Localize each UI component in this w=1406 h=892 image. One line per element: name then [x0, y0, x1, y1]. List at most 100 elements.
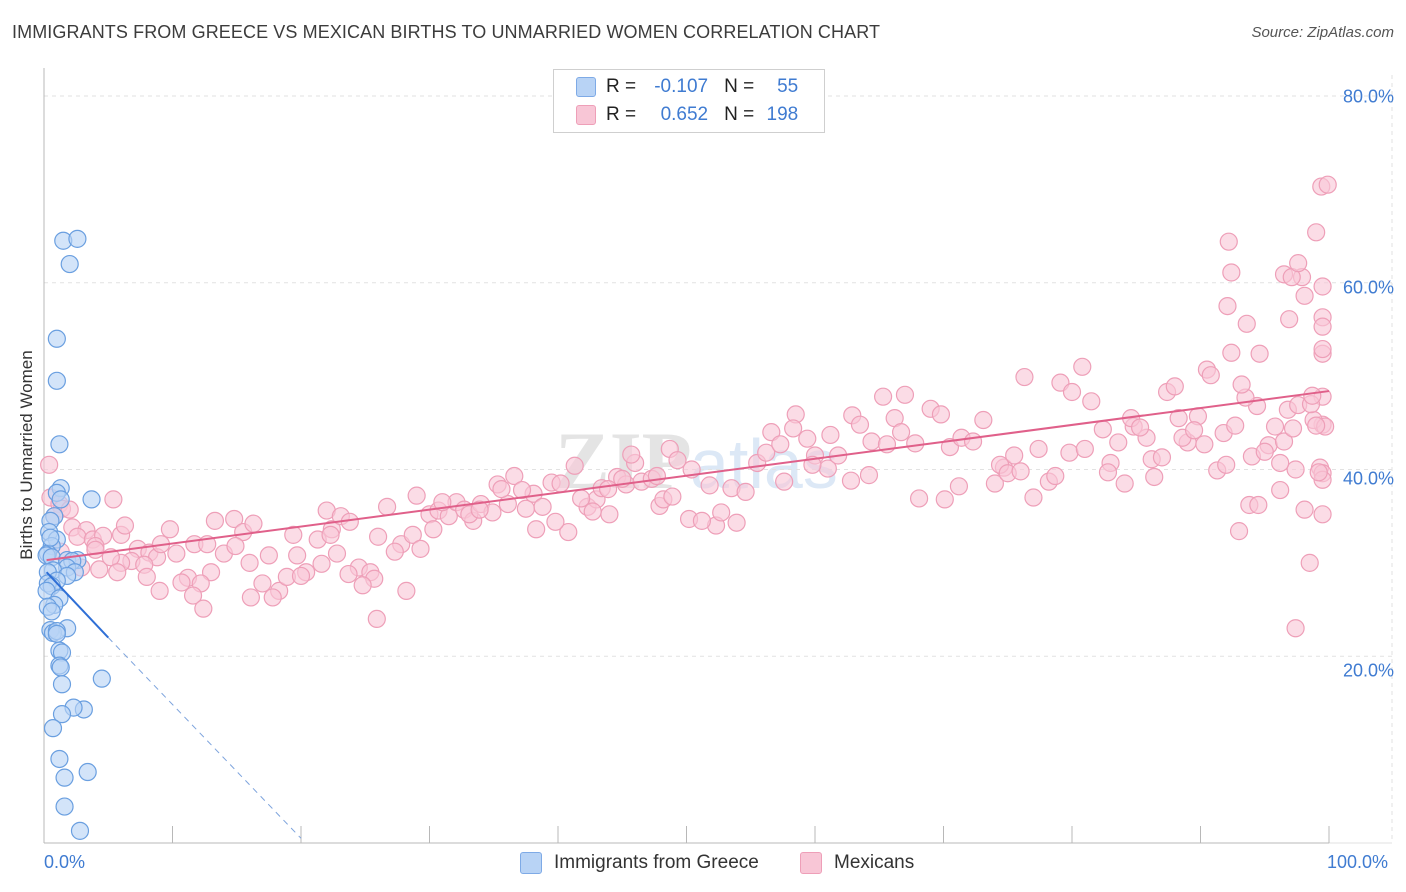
mexicans-point	[1300, 553, 1319, 572]
mexicans-point	[516, 499, 535, 518]
mexicans-point	[201, 563, 221, 582]
mexicans-point	[1131, 418, 1150, 437]
correlation-legend: R = -0.107 N = 55 R = 0.652 N = 198	[553, 69, 825, 133]
mexicans-point	[1093, 420, 1112, 439]
mexicans-point	[108, 563, 127, 582]
mexicans-point	[150, 581, 169, 600]
mexicans-points	[40, 175, 1337, 638]
mexicans-point	[1222, 343, 1241, 362]
mexicans-point	[424, 520, 443, 539]
mexicans-point	[312, 554, 331, 573]
mexicans-point	[1255, 442, 1274, 461]
mexicans-point	[1109, 433, 1128, 452]
mexicans-point	[1280, 310, 1299, 329]
mexicans-point	[771, 435, 790, 454]
mexicans-point	[288, 546, 307, 565]
mexicans-point	[1015, 367, 1034, 387]
legend-r-value: 0.652	[660, 104, 709, 125]
mexicans-point	[104, 490, 123, 509]
mexicans-point	[1289, 254, 1308, 273]
mexicans-point	[1313, 317, 1332, 336]
mexicans-point	[339, 564, 358, 584]
mexicans-point	[205, 511, 225, 530]
mexicans-point	[1271, 453, 1290, 473]
mexicans-point	[259, 546, 278, 565]
mexicans-point	[1145, 467, 1164, 487]
series-legend-mexicans[interactable]: Mexicans	[800, 852, 914, 874]
greece-swatch	[576, 77, 596, 97]
chart-title: IMMIGRANTS FROM GREECE VS MEXICAN BIRTHS…	[12, 22, 881, 42]
mexicans-point	[1318, 175, 1337, 194]
mexicans-point	[90, 560, 109, 579]
mexicans-point	[1295, 500, 1314, 519]
mexicans-point	[622, 445, 641, 464]
mexicans-point	[241, 588, 260, 607]
greece-point	[52, 675, 72, 694]
mexicans-point	[1313, 339, 1332, 359]
greece-point	[82, 490, 101, 509]
mexicans-point	[291, 566, 311, 586]
greece-point	[51, 658, 70, 677]
mexicans-point	[1082, 392, 1101, 411]
mexicans-point	[172, 573, 191, 592]
legend-row-greece: R = -0.107 N = 55	[576, 73, 798, 101]
mexicans-point	[1271, 480, 1290, 500]
y-tick-40: 40.0%	[1342, 468, 1394, 489]
mexicans-point	[1295, 286, 1314, 305]
legend-r-label: R =	[606, 104, 637, 125]
mexicans-point	[1152, 448, 1172, 467]
mexicans-point	[859, 466, 879, 485]
mexicans-point	[411, 539, 430, 558]
mexicans-point	[1313, 277, 1332, 296]
mexicans-point	[862, 432, 881, 451]
mexicans-point	[1024, 488, 1043, 507]
mexicans-point	[692, 511, 712, 530]
mexicans-point	[160, 520, 180, 539]
mexicans-point	[1005, 446, 1024, 465]
mexicans-point	[1249, 495, 1268, 515]
mexicans-point	[68, 527, 87, 546]
mexicans-point	[583, 502, 602, 521]
mexicans-point	[1195, 435, 1214, 454]
mexicans-point	[985, 474, 1005, 493]
series-legend-greece[interactable]: Immigrants from Greece	[520, 852, 759, 874]
mexicans-point	[1274, 432, 1294, 451]
legend-r-value: -0.107	[654, 76, 709, 97]
mexicans-point	[1218, 296, 1237, 316]
mexicans-point	[821, 425, 840, 445]
mexicans-point	[909, 489, 929, 508]
mexicans-point	[1229, 522, 1249, 541]
greece-legend-label: Immigrants from Greece	[554, 852, 759, 873]
trend-lines	[45, 390, 1330, 839]
mexicans-point	[757, 443, 776, 462]
mexicans-point	[327, 544, 347, 563]
legend-r-label: R =	[606, 76, 637, 97]
mexicans-point	[1313, 505, 1332, 524]
mexicans-point	[226, 536, 245, 556]
mexicans-point	[1286, 460, 1305, 479]
mexicans-point	[86, 540, 105, 559]
mexicans-point	[1303, 386, 1322, 405]
axes	[43, 68, 1330, 844]
mexicans-point	[167, 544, 186, 563]
mexicans-point	[263, 588, 282, 607]
mexicans-point	[367, 609, 386, 629]
mexicans-point	[712, 503, 731, 522]
greece-point	[43, 719, 63, 738]
mexicans-point	[1250, 344, 1269, 363]
mexicans-point	[841, 471, 861, 490]
mexicans-point	[906, 434, 925, 453]
mexicans-point	[1184, 421, 1204, 440]
mexicans-point	[736, 482, 755, 502]
greece-point	[47, 371, 66, 390]
y-tick-60: 60.0%	[1342, 277, 1394, 298]
mexicans-point	[1169, 409, 1188, 428]
legend-n-label: N =	[724, 76, 755, 97]
mexicans-point	[527, 520, 546, 539]
mexicans-point	[533, 497, 552, 516]
mexicans-trend-line	[46, 390, 1330, 562]
legend-row-mexicans: R = 0.652 N = 198	[576, 101, 798, 129]
mexicans-point	[377, 497, 397, 516]
mexicans-legend-label: Mexicans	[834, 852, 915, 873]
